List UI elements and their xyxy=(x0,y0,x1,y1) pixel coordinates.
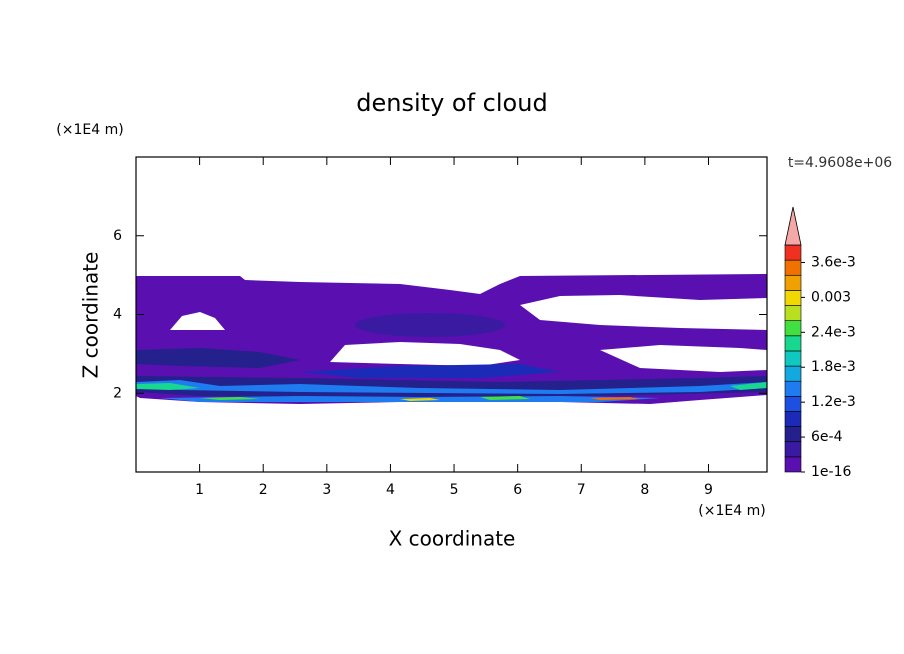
contour-region xyxy=(590,397,640,400)
y-unit: (×1E4 m) xyxy=(56,122,123,138)
contour-gap xyxy=(600,345,767,372)
colorbar-tick-label: 6e-4 xyxy=(811,429,843,445)
contour-region xyxy=(480,396,530,400)
contour-gap xyxy=(170,312,225,330)
x-tick-label: 6 xyxy=(513,482,522,498)
colorbar-band xyxy=(784,456,802,473)
colorbar-band xyxy=(784,396,802,412)
colorbar-band xyxy=(784,259,802,276)
x-unit: (×1E4 m) xyxy=(698,503,765,519)
x-tick-label: 1 xyxy=(195,482,204,498)
contour-region xyxy=(136,380,767,394)
contour-region xyxy=(300,364,560,378)
x-tick-label: 5 xyxy=(450,482,459,498)
colorbar-band xyxy=(784,350,802,367)
colorbar-band xyxy=(784,411,802,427)
colorbar-band xyxy=(784,426,802,443)
colorbar-band xyxy=(784,441,802,458)
contour-gap xyxy=(520,295,767,330)
contour-gap xyxy=(330,342,520,366)
colorbar-extend xyxy=(784,206,802,246)
colorbar-tick-label: 0.003 xyxy=(811,289,851,305)
x-tick-label: 3 xyxy=(322,482,331,498)
x-tick-label: 9 xyxy=(704,482,713,498)
x-tick-label: 4 xyxy=(386,482,395,498)
y-tick-label: 2 xyxy=(113,385,122,401)
x-tick-label: 2 xyxy=(259,482,268,498)
chart-title: density of cloud xyxy=(356,89,547,117)
contour-region xyxy=(400,398,440,401)
contour-region xyxy=(136,348,300,368)
y-tick-label: 4 xyxy=(113,307,122,323)
x-tick-label: 8 xyxy=(640,482,649,498)
colorbar-band xyxy=(784,305,802,321)
colorbar-band xyxy=(784,380,802,397)
contour-region xyxy=(200,397,260,400)
colorbar-band xyxy=(784,320,802,337)
colorbar-tick-label: 2.4e-3 xyxy=(811,324,856,340)
colorbar-tick-label: 1.2e-3 xyxy=(811,394,856,410)
colorbar-band xyxy=(784,244,802,261)
colorbar-band xyxy=(784,274,802,291)
colorbar-tick-label: 3.6e-3 xyxy=(811,254,856,270)
x-axis-label: X coordinate xyxy=(389,527,516,551)
colorbar-tick-label: 1e-16 xyxy=(811,464,851,480)
colorbar-tick-label: 1.8e-3 xyxy=(811,359,856,375)
y-axis-label: Z coordinate xyxy=(79,252,103,379)
x-tick-label: 7 xyxy=(577,482,586,498)
contour-region xyxy=(136,383,200,390)
time-annotation: t=4.9608e+06 xyxy=(788,155,892,171)
y-tick-label: 6 xyxy=(113,228,122,244)
contour-field xyxy=(136,274,767,404)
contour-region xyxy=(730,382,767,390)
contour-region xyxy=(355,313,505,337)
colorbar-band xyxy=(784,365,802,382)
colorbar-band xyxy=(784,335,802,352)
colorbar-band xyxy=(784,290,802,306)
